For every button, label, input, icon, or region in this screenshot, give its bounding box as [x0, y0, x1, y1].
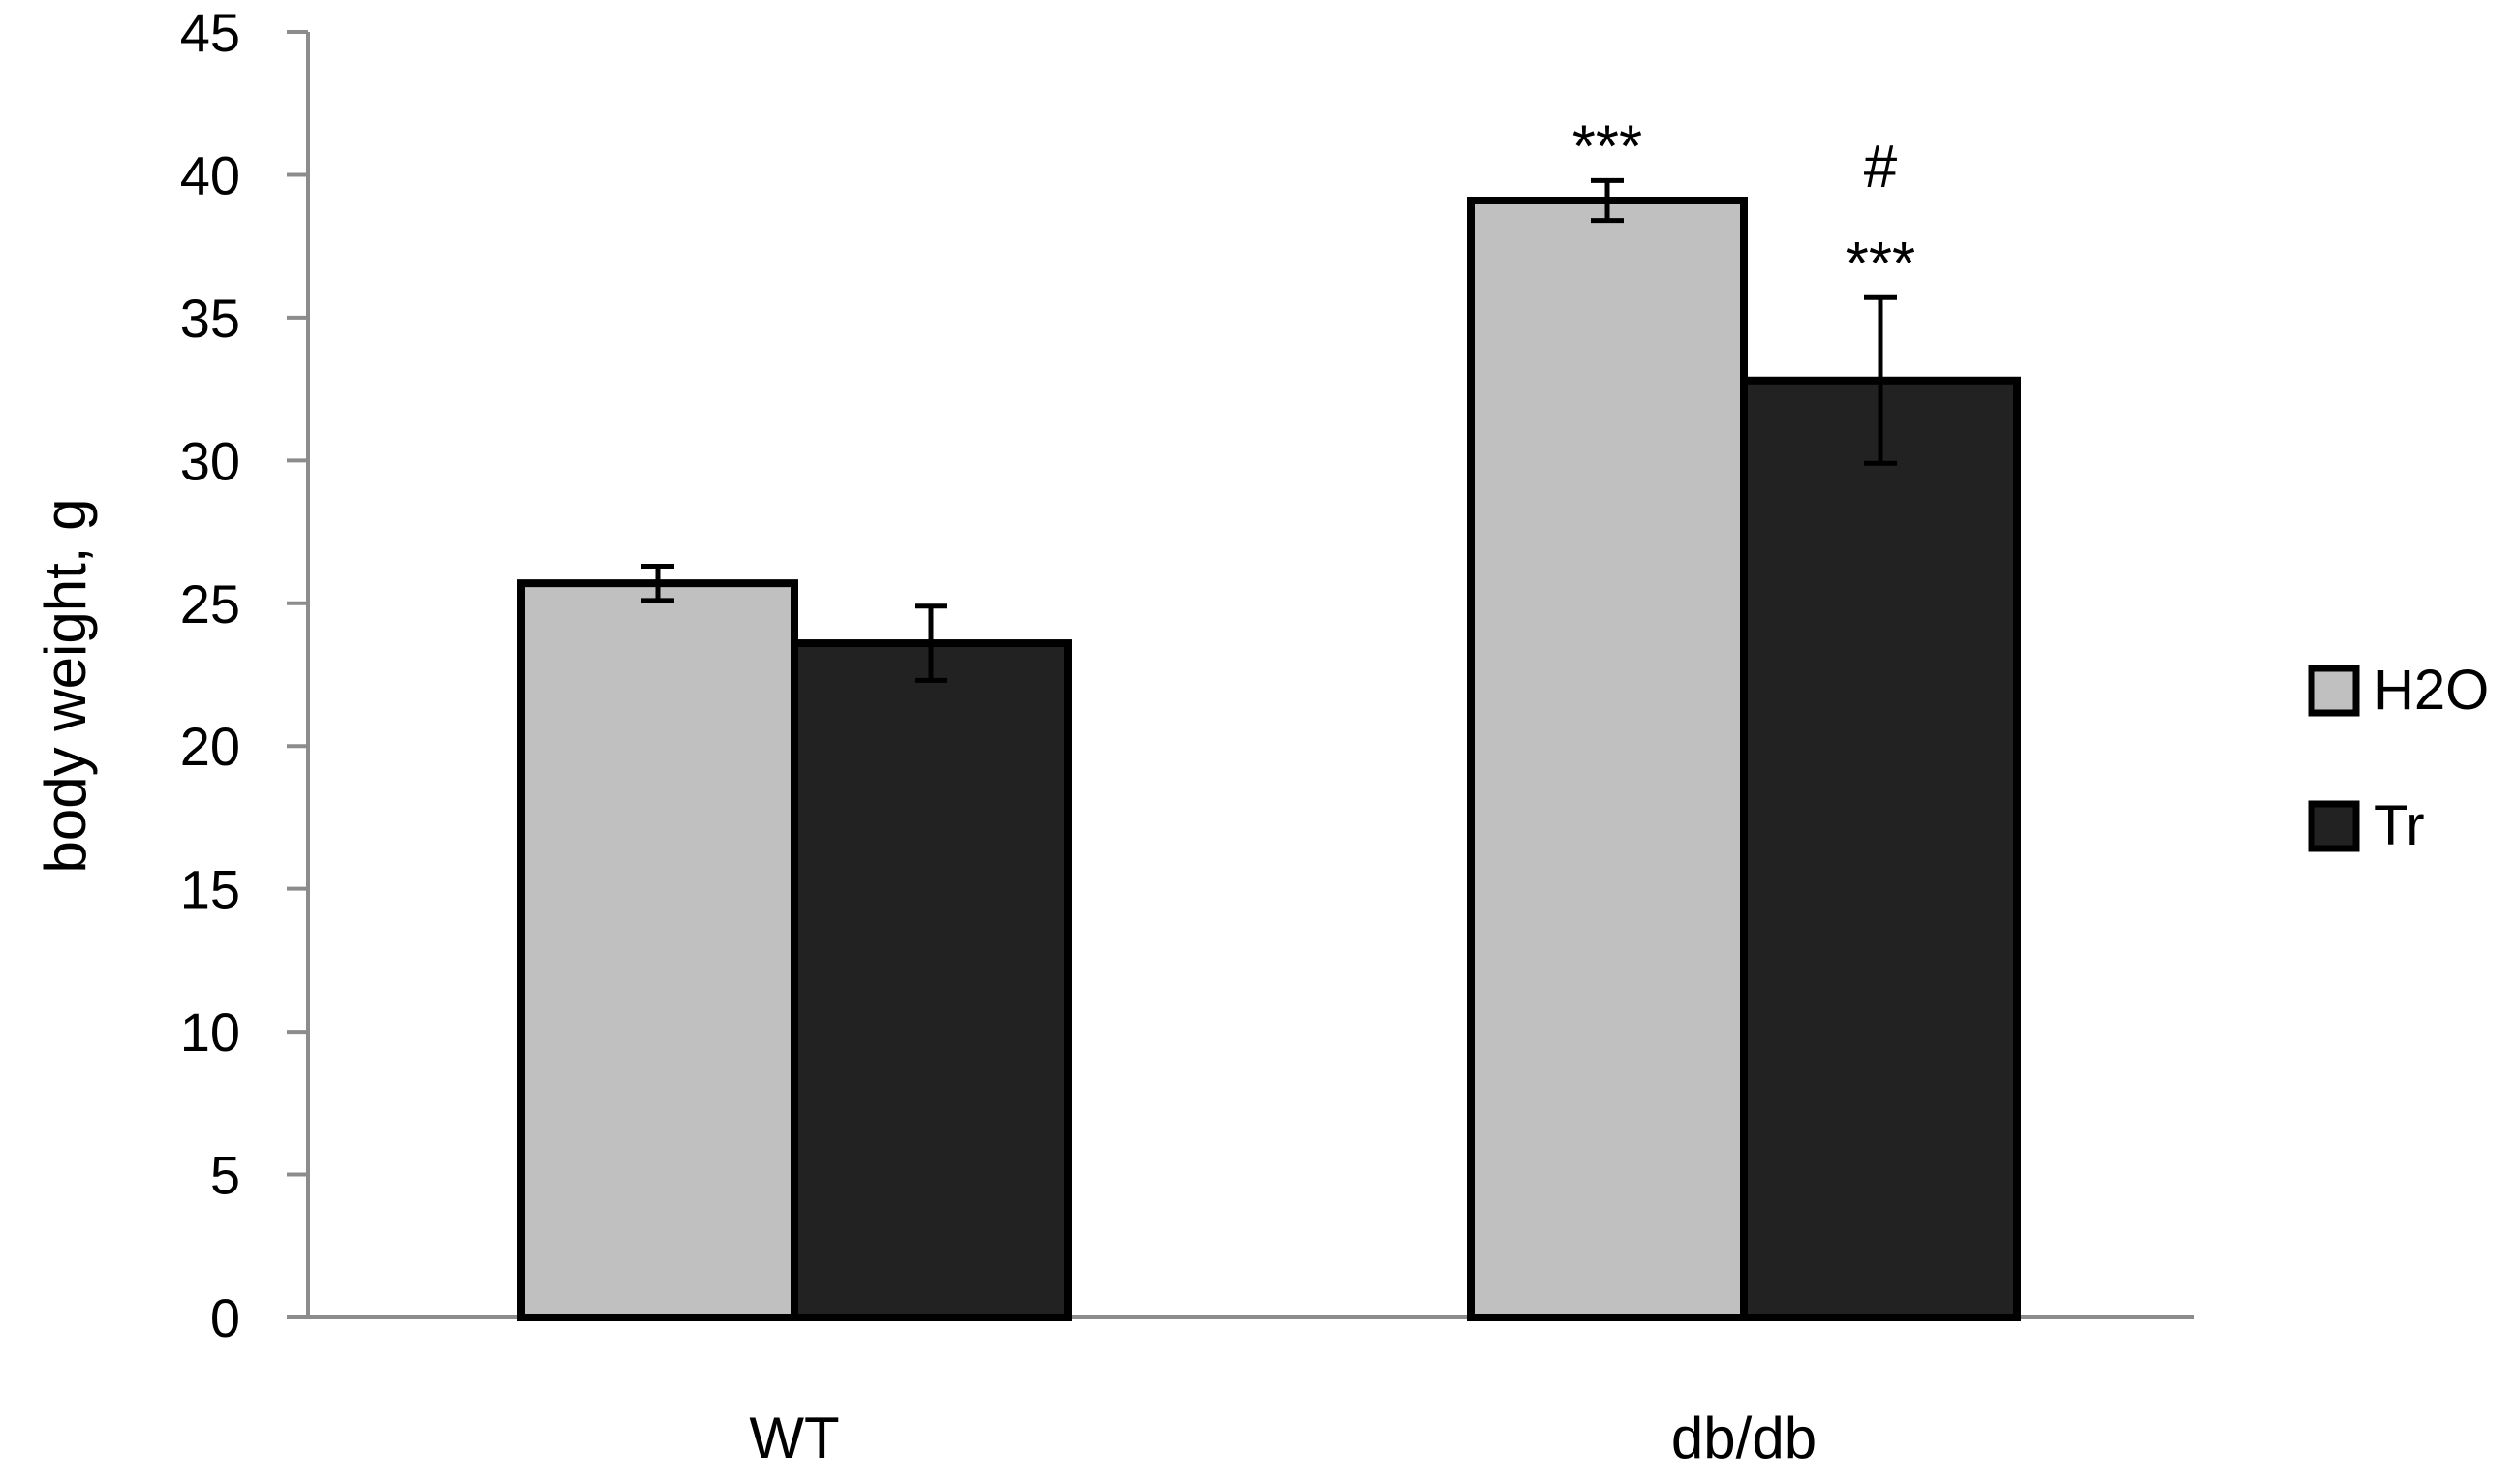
y-axis-title: body weight, g [33, 499, 98, 874]
legend-label: H2O [2374, 659, 2489, 722]
bars [517, 196, 2021, 1321]
category-label: WT [749, 1406, 839, 1470]
significance-hash: # [1864, 134, 1898, 201]
y-tick-label: 25 [180, 573, 240, 634]
x-axis-categories: WT db/db [749, 1406, 1817, 1470]
significance-annotations: *** *** # [1572, 113, 1915, 297]
category-label: db/db [1671, 1406, 1817, 1470]
legend: H2O Tr [2308, 659, 2489, 857]
legend-swatch-h2o [2308, 665, 2360, 717]
bar-h2o-wt [517, 579, 798, 1321]
error-bars [641, 177, 1897, 683]
y-tick-label: 10 [180, 1002, 240, 1063]
significance-stars: *** [1572, 113, 1642, 180]
legend-label: Tr [2374, 794, 2425, 857]
y-axis-ticks: 0 5 10 15 20 25 30 35 40 45 [180, 2, 308, 1348]
significance-stars: *** [1846, 231, 1915, 297]
y-tick-label: 35 [180, 288, 240, 349]
y-tick-label: 5 [210, 1145, 240, 1206]
y-tick-label: 40 [180, 144, 240, 205]
bar-h2o-db-db [1467, 196, 1748, 1321]
y-tick-label: 45 [180, 2, 240, 63]
y-tick-label: 0 [210, 1287, 240, 1348]
y-tick-label: 30 [180, 430, 240, 491]
legend-swatch-tr [2308, 800, 2360, 852]
y-tick-label: 20 [180, 716, 240, 777]
bar-tr-db-db [1740, 376, 2021, 1321]
y-tick-label: 15 [180, 859, 240, 920]
bar-tr-wt [791, 639, 1072, 1321]
